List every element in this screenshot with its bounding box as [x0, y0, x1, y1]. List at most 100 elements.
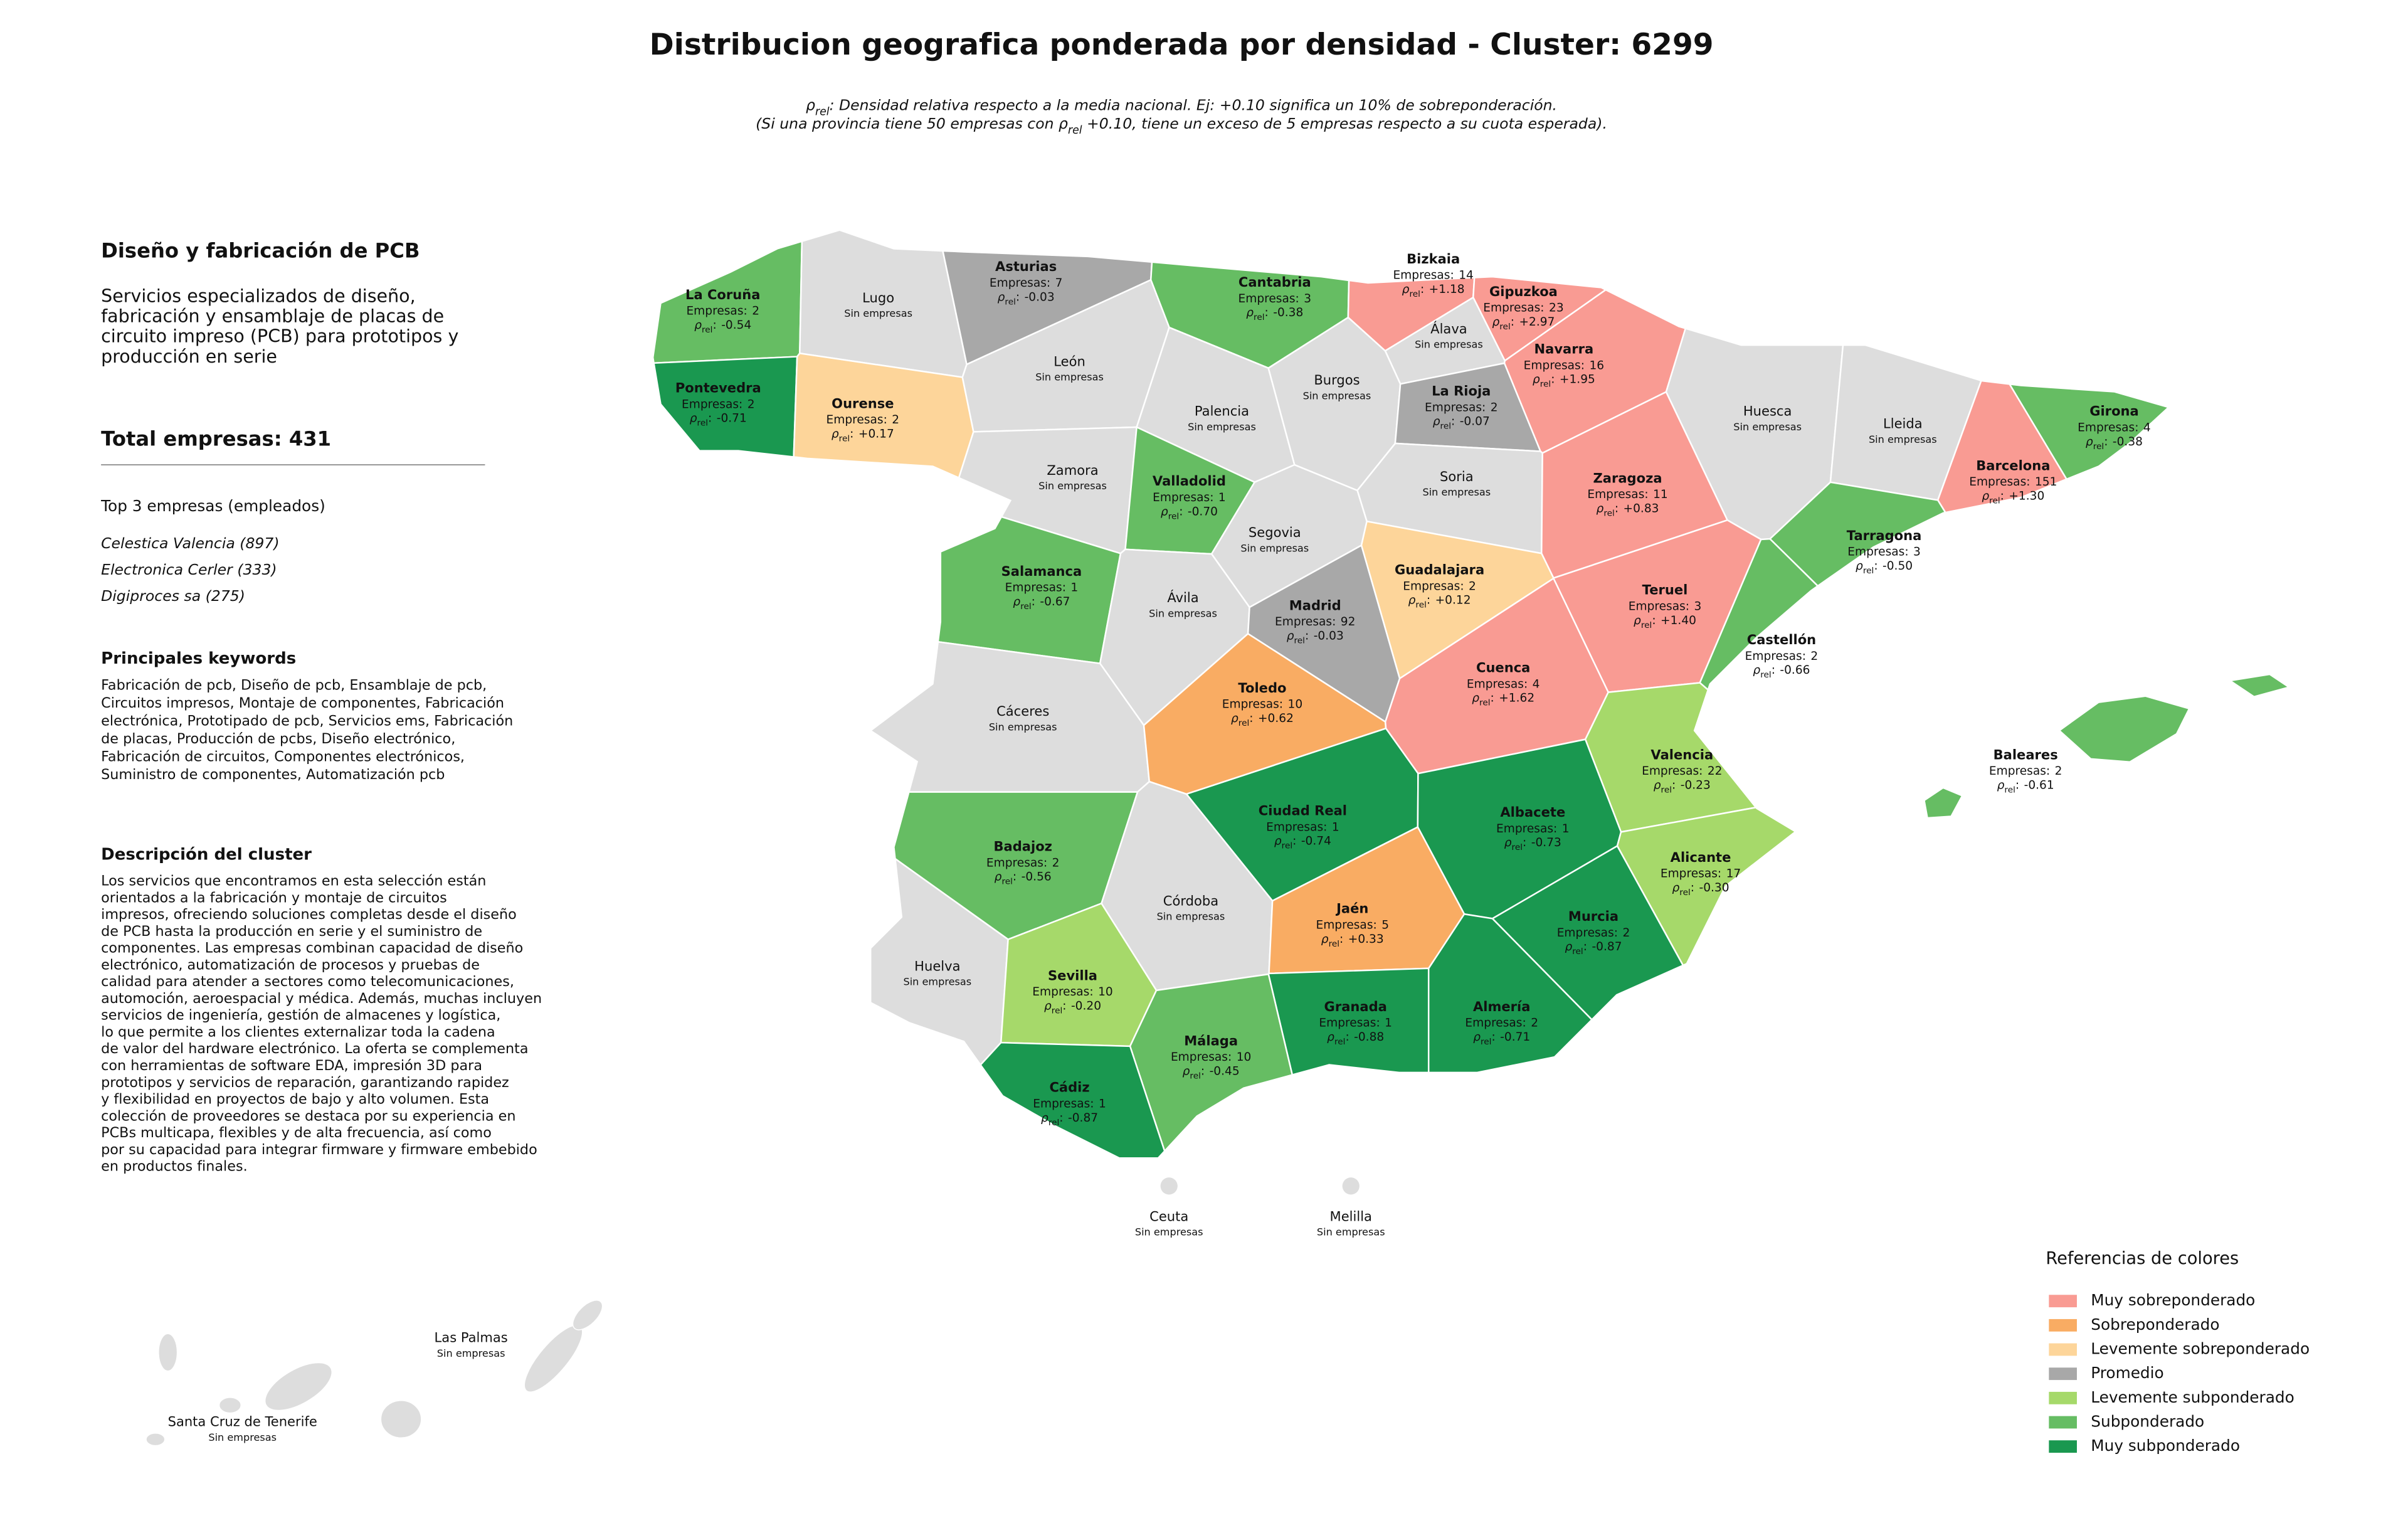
province-rho: ρrel: +0.62 — [1231, 711, 1294, 728]
province-name: Barcelona — [1976, 457, 2050, 473]
rho-value: -0.67 — [1040, 595, 1070, 608]
count-value: 2 — [1491, 401, 1498, 414]
province-name: Lugo — [862, 290, 894, 305]
count-value: 2 — [747, 398, 755, 411]
rho-value: -0.45 — [1210, 1064, 1240, 1078]
count-prefix: Empresas: — [686, 304, 747, 317]
rho-colon: : — [1420, 282, 1424, 295]
rho-symbol: ρ — [1433, 415, 1440, 428]
province-rho: ρrel: -0.70 — [1161, 505, 1218, 521]
province-rho: ρrel: +0.12 — [1408, 593, 1471, 610]
rho-value: +0.17 — [858, 427, 894, 440]
province-name: La Coruña — [685, 287, 760, 302]
count-value: 14 — [1459, 268, 1474, 282]
rho-symbol: ρ — [1634, 613, 1641, 627]
description-line: producción en serie — [101, 346, 277, 367]
count-value: 4 — [1533, 677, 1540, 691]
cluster-line: calidad para atender a sectores como tel… — [101, 974, 514, 990]
rho-value: -0.03 — [1314, 629, 1344, 642]
rho-symbol: ρ — [1753, 664, 1760, 677]
province-no-data: Sin empresas — [1035, 371, 1104, 383]
rho-sub: rel — [2093, 442, 2104, 452]
province-rho: ρrel: -0.56 — [995, 870, 1052, 886]
province-count: Empresas: 151 — [1969, 475, 2057, 489]
province-count: Empresas: 2 — [1403, 580, 1476, 593]
count-prefix: Empresas: — [1403, 580, 1464, 593]
cluster-line: prototipos y servicios de reparación, ga… — [101, 1074, 509, 1091]
province-rho: ρrel: -0.23 — [1654, 778, 1711, 795]
province-name: La Rioja — [1432, 383, 1491, 398]
province-name: Cuenca — [1476, 660, 1530, 676]
info-panel: Diseño y fabricación de PCB Total empres… — [100, 238, 542, 1174]
province-count: Empresas: 2 — [826, 413, 900, 427]
province-rho: ρrel: -0.66 — [1753, 664, 1810, 680]
cluster-line: con herramientas de software EDA, impres… — [101, 1058, 482, 1074]
rho-sub: rel — [702, 325, 712, 335]
province-rho: ρrel: -0.20 — [1044, 999, 1101, 1016]
count-prefix: Empresas: — [1153, 491, 1213, 504]
count-prefix: Empresas: — [1222, 698, 1283, 711]
province-count: Empresas: 92 — [1275, 615, 1355, 629]
cluster-line: y flexibilidad en proyectos de bajo y al… — [101, 1091, 489, 1108]
rho-colon: : — [1451, 415, 1455, 428]
count-prefix: Empresas: — [1316, 918, 1376, 931]
province-name: Asturias — [995, 258, 1057, 274]
count-value: 3 — [1694, 600, 1701, 613]
rho-colon: : — [1059, 1111, 1063, 1124]
province-rho: ρrel: -0.50 — [1856, 560, 1913, 576]
province-count: Empresas: 5 — [1316, 918, 1389, 931]
province-count: Empresas: 2 — [1557, 926, 1630, 939]
rho-symbol: ρ — [1327, 1030, 1334, 1043]
province-name: Salamanca — [1001, 563, 1082, 579]
cluster-line: orientados a la fabricación y montaje de… — [101, 889, 447, 906]
rho-sub: rel — [1020, 602, 1031, 612]
top-line: Digiproces sa (275) — [101, 587, 245, 605]
rho-symbol: ρ — [1856, 560, 1863, 573]
province-name: Cantabria — [1238, 274, 1311, 290]
island — [158, 1333, 178, 1372]
province-name: Murcia — [1568, 908, 1619, 924]
legend-label: Levemente sobreponderado — [2091, 1340, 2310, 1358]
cluster-line: por su capacidad para integrar firmware … — [101, 1142, 537, 1158]
cluster-line: automoción, aeroespacial y médica. Ademá… — [101, 990, 542, 1007]
count-prefix: Empresas: — [1642, 765, 1703, 778]
rho-value: +0.12 — [1435, 593, 1471, 607]
rho-value: +2.97 — [1519, 315, 1555, 328]
rho-colon: : — [1511, 315, 1514, 328]
count-value: 16 — [1589, 359, 1604, 372]
province-count: Empresas: 2 — [682, 398, 755, 411]
legend-label: Muy subponderado — [2091, 1436, 2240, 1455]
rho-sub: rel — [1294, 636, 1305, 646]
count-prefix: Empresas: — [1557, 926, 1618, 939]
province-rho: ρrel: -0.87 — [1565, 940, 1622, 957]
rho-sub: rel — [1001, 877, 1012, 887]
description-line: Servicios especializados de diseño, — [101, 285, 416, 306]
province-no-data: Sin empresas — [1869, 433, 1937, 445]
rho-colon: : — [1523, 836, 1526, 849]
panel-title: Diseño y fabricación de PCB — [101, 238, 420, 262]
keywords-line: Suministro de componentes, Automatizació… — [101, 767, 445, 783]
province-no-data: Sin empresas — [989, 721, 1057, 733]
province-name: Teruel — [1642, 582, 1688, 598]
count-prefix: Empresas: — [1483, 301, 1544, 314]
total-label: Total empresas: 431 — [101, 427, 331, 450]
rho-symbol: ρ — [998, 290, 1005, 304]
count-prefix: Empresas: — [990, 277, 1050, 290]
description-line: circuito impreso (PCB) para prototipos y — [101, 326, 458, 347]
rho-symbol: ρ — [1997, 778, 2005, 792]
province-no-data: Sin empresas — [903, 976, 971, 988]
rho-value: +1.18 — [1429, 282, 1465, 295]
province-count: Empresas: 2 — [1745, 649, 1819, 662]
cluster-line: servicios de ingeniería, gestión de alma… — [101, 1007, 500, 1024]
province-no-data: Sin empresas — [208, 1431, 277, 1443]
cluster-line: lo que permite a los clientes externaliz… — [101, 1024, 495, 1040]
province-rho: ρrel: +0.83 — [1597, 502, 1659, 518]
rho-value: -0.73 — [1531, 836, 1561, 849]
rho-colon: : — [1427, 593, 1430, 607]
rho-colon: : — [1491, 691, 1494, 704]
province — [2229, 674, 2289, 698]
province-no-data: Sin empresas — [1188, 421, 1256, 433]
province-count: Empresas: 23 — [1483, 301, 1563, 314]
top-line: Celestica Valencia (897) — [101, 534, 279, 552]
